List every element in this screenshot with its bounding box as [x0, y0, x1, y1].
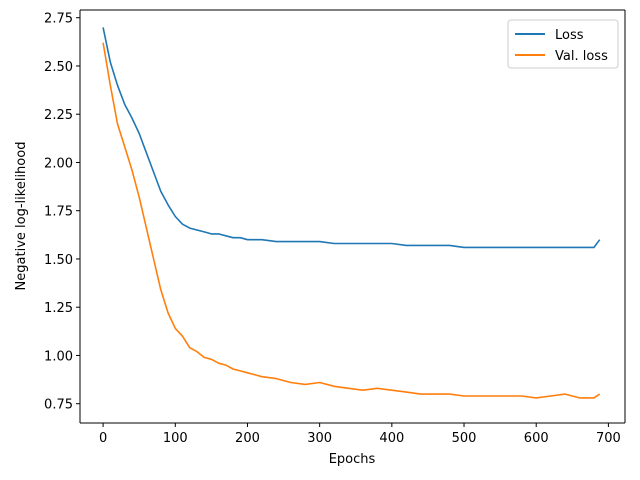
legend-label-val-loss: Val. loss: [555, 49, 608, 64]
x-tick-label: 500: [452, 431, 477, 446]
x-tick-label: 0: [99, 431, 107, 446]
y-tick-label: 1.25: [44, 301, 73, 316]
y-tick-label: 2.75: [44, 12, 73, 27]
y-axis-label: Negative log-likelihood: [14, 142, 29, 291]
x-tick-label: 300: [307, 431, 332, 446]
series-line-loss: [102, 27, 601, 249]
x-axis-label: Epochs: [329, 452, 376, 467]
series-line-val-loss: [102, 42, 601, 399]
y-tick-label: 0.75: [44, 398, 73, 413]
y-tick-label: 2.50: [44, 60, 73, 75]
x-tick-label: 700: [596, 431, 621, 446]
y-tick-label: 2.00: [44, 156, 73, 171]
legend: Loss Val. loss: [507, 19, 619, 69]
x-tick-label: 200: [235, 431, 260, 446]
y-tick-label: 1.00: [44, 349, 73, 364]
y-tick-label: 1.50: [44, 253, 73, 268]
plot-area-background: [80, 10, 625, 423]
x-tick-label: 400: [379, 431, 404, 446]
y-tick-label: 2.25: [44, 108, 73, 123]
legend-label-loss: Loss: [555, 28, 584, 43]
y-tick-label: 1.75: [44, 205, 73, 220]
x-tick-label: 600: [524, 431, 549, 446]
y-axis-ticks: 0.75 1.00 1.25 1.50 1.75 2.00 2.25 2.50 2.75: [44, 12, 80, 413]
x-tick-label: 100: [163, 431, 188, 446]
plot-frame: [79, 9, 626, 424]
x-axis-ticks: 0 100 200 300 400 500 600 700: [99, 423, 621, 446]
series-layer: [102, 27, 601, 399]
